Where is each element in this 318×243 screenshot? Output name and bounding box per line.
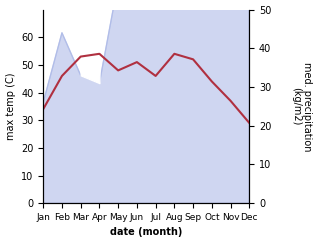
Y-axis label: max temp (C): max temp (C) xyxy=(5,73,16,140)
Y-axis label: med. precipitation
(kg/m2): med. precipitation (kg/m2) xyxy=(291,62,313,151)
X-axis label: date (month): date (month) xyxy=(110,227,183,237)
